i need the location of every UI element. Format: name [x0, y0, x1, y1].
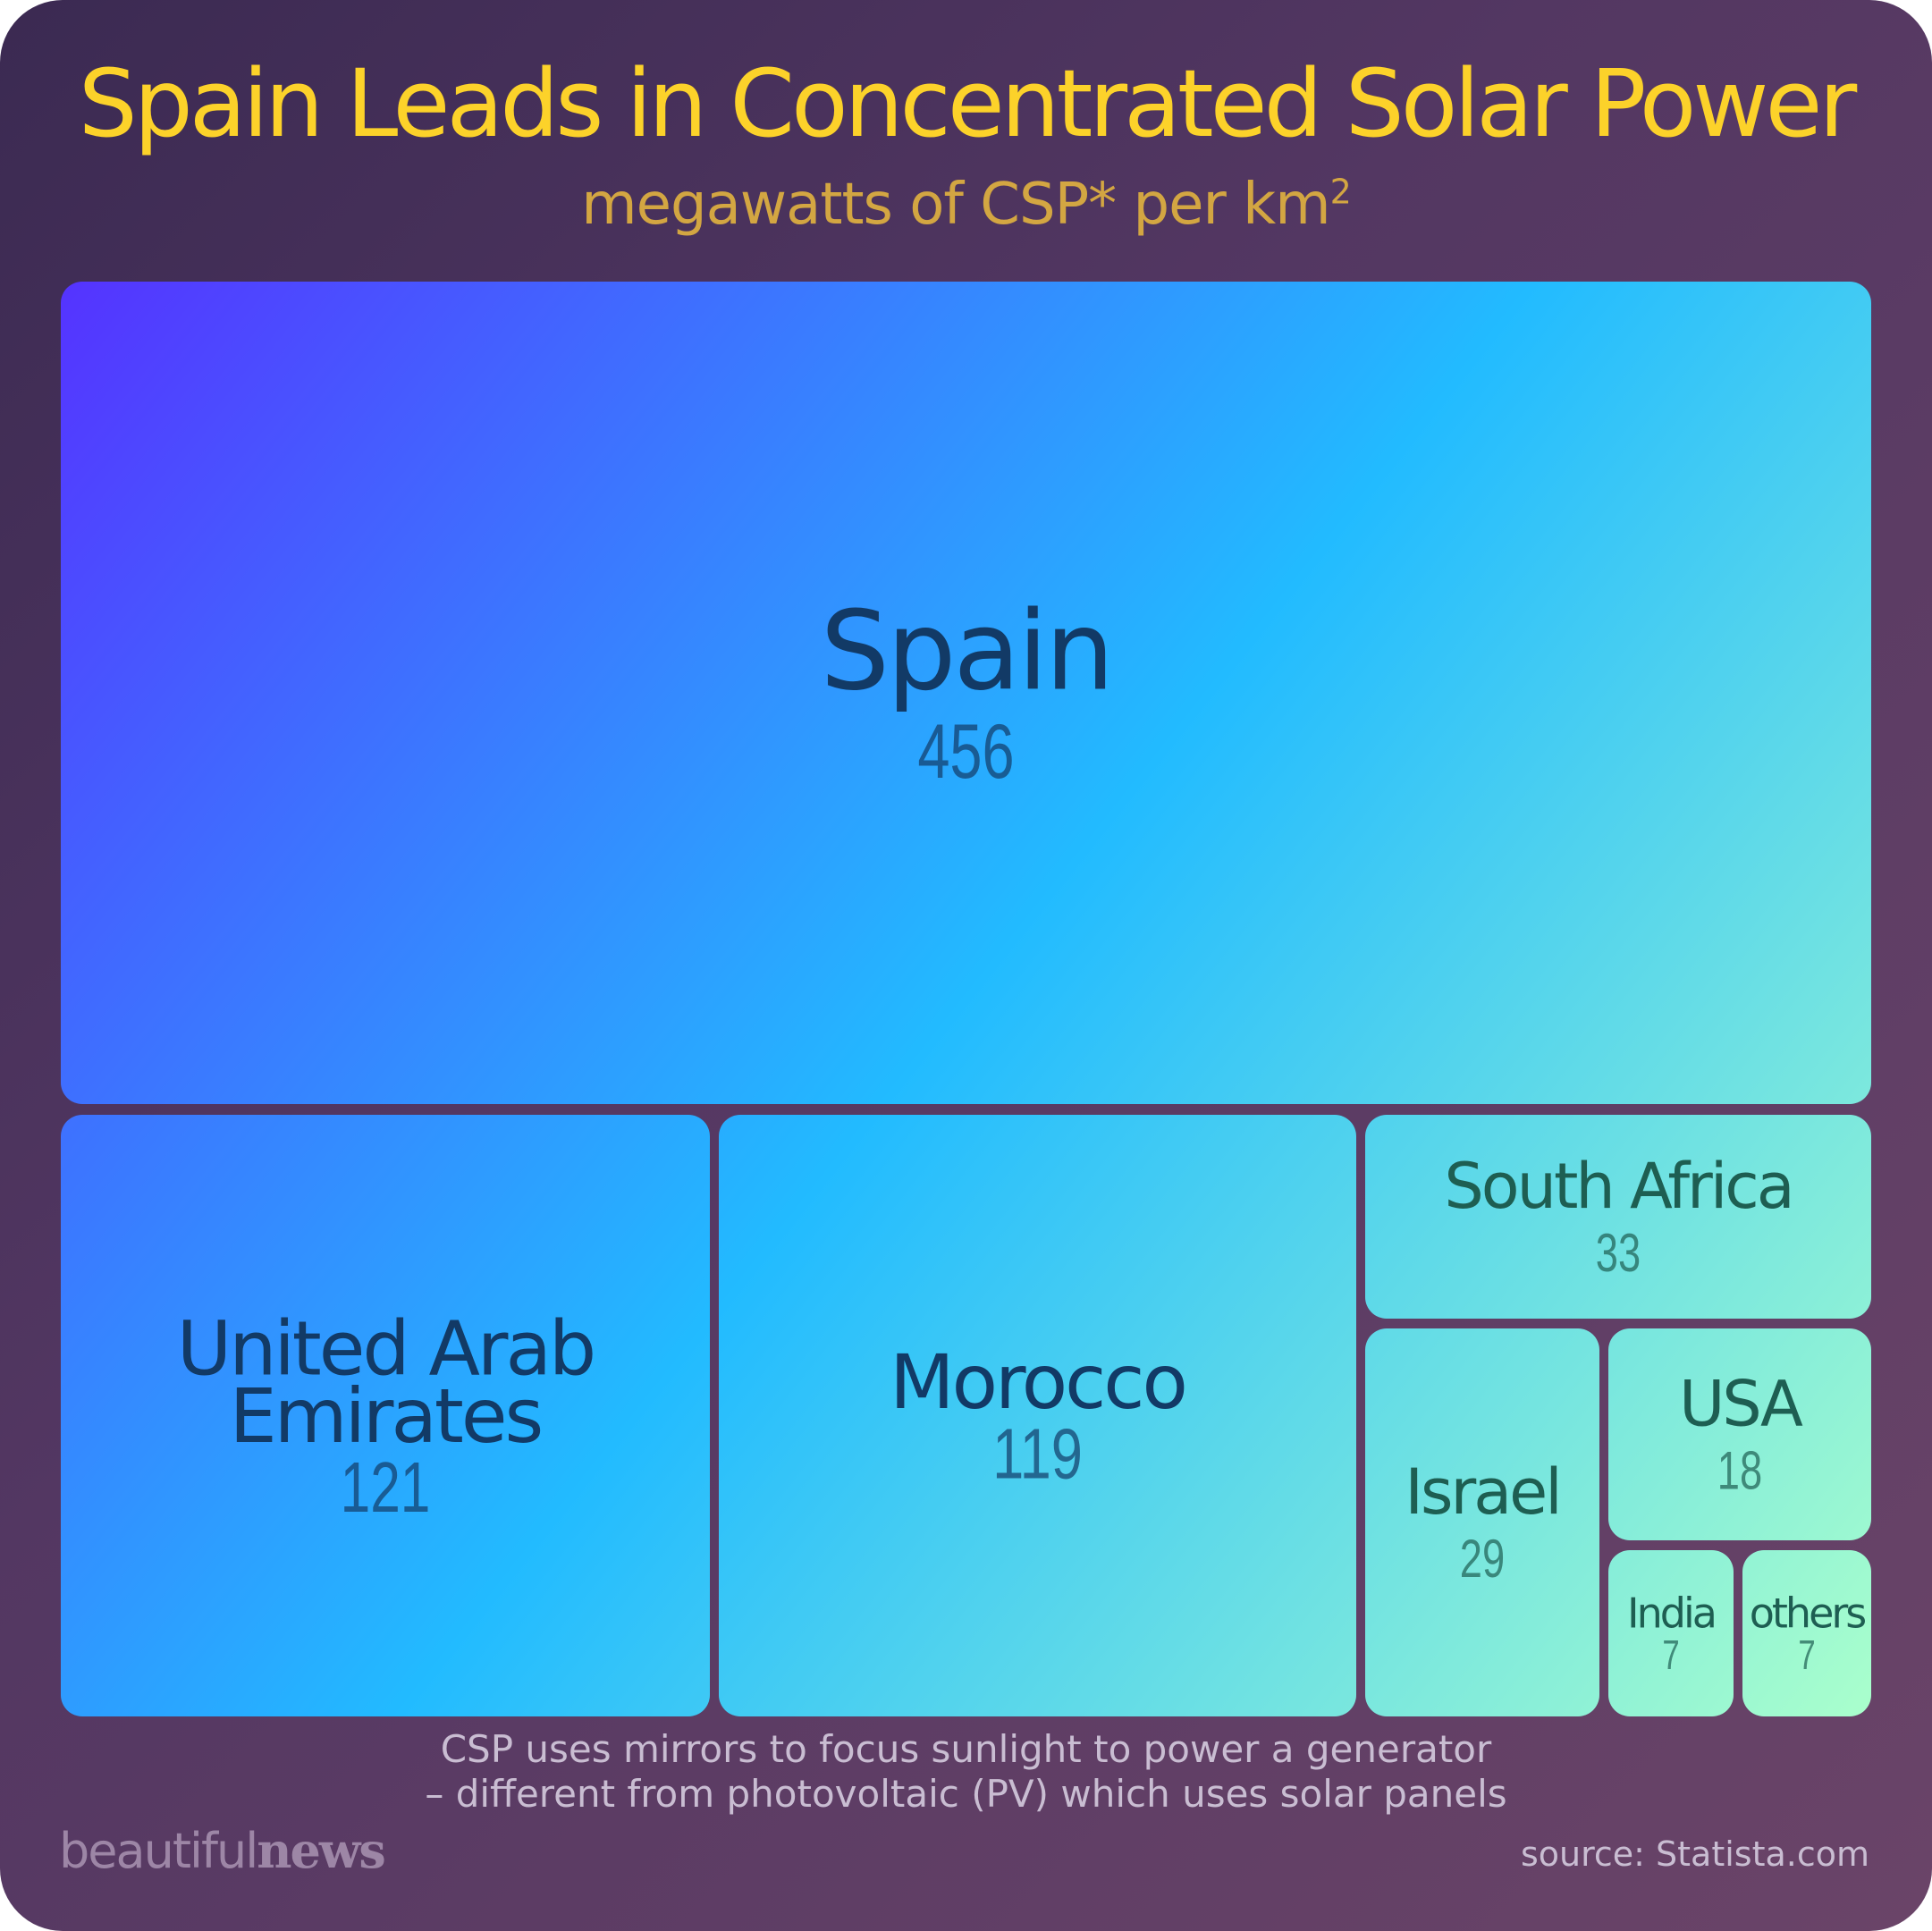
- tile-label-united-arab-emirates-1: United Arab: [177, 1304, 595, 1392]
- tile-label-united-arab-emirates-2: Emirates: [230, 1372, 542, 1460]
- tile-label-spain: Spain: [821, 587, 1112, 714]
- tile-label-others: others: [1750, 1589, 1866, 1638]
- subtitle-text: megawatts of CSP* per km: [581, 172, 1330, 238]
- tile-label-morocco: Morocco: [890, 1338, 1185, 1426]
- source-credit: source: Statista.com: [1520, 1834, 1869, 1874]
- tile-india: [1608, 1550, 1734, 1716]
- subtitle-superscript: 2: [1329, 172, 1352, 212]
- chart-subtitle: megawatts of CSP* per km2: [0, 172, 1932, 238]
- footnote-line-2: – different from photovoltaic (PV) which…: [425, 1772, 1507, 1816]
- brand-bold: news: [257, 1822, 386, 1879]
- tile-label-israel: Israel: [1405, 1455, 1559, 1529]
- footnote: CSP uses mirrors to focus sunlight to po…: [0, 1727, 1932, 1817]
- tile-usa: [1608, 1328, 1871, 1540]
- tile-south-africa: [1365, 1115, 1871, 1319]
- brand-light: beautiful: [59, 1823, 258, 1879]
- tile-value-israel: 29: [1460, 1529, 1505, 1589]
- footnote-line-1: CSP uses mirrors to focus sunlight to po…: [440, 1727, 1492, 1771]
- tile-value-india: 7: [1662, 1632, 1679, 1678]
- chart-title: Spain Leads in Concentrated Solar Power: [78, 49, 1857, 158]
- tile-united-arab-emirates: [61, 1115, 710, 1716]
- tile-value-spain: 456: [917, 709, 1014, 795]
- brand-logo: beautifulnews: [59, 1822, 386, 1879]
- tile-value-united-arab-emirates: 121: [341, 1447, 431, 1527]
- tile-label-usa: USA: [1679, 1367, 1803, 1440]
- tile-value-morocco: 119: [992, 1413, 1083, 1493]
- tile-israel: [1365, 1328, 1599, 1716]
- tile-morocco: [719, 1115, 1356, 1716]
- tile-value-south-africa: 33: [1596, 1223, 1641, 1283]
- tile-value-usa: 18: [1717, 1441, 1762, 1501]
- tile-spain: [61, 282, 1871, 1104]
- tile-value-others: 7: [1798, 1632, 1815, 1678]
- tile-label-india: India: [1627, 1589, 1715, 1638]
- tile-others: [1742, 1550, 1871, 1716]
- tile-label-south-africa: South Africa: [1444, 1150, 1792, 1223]
